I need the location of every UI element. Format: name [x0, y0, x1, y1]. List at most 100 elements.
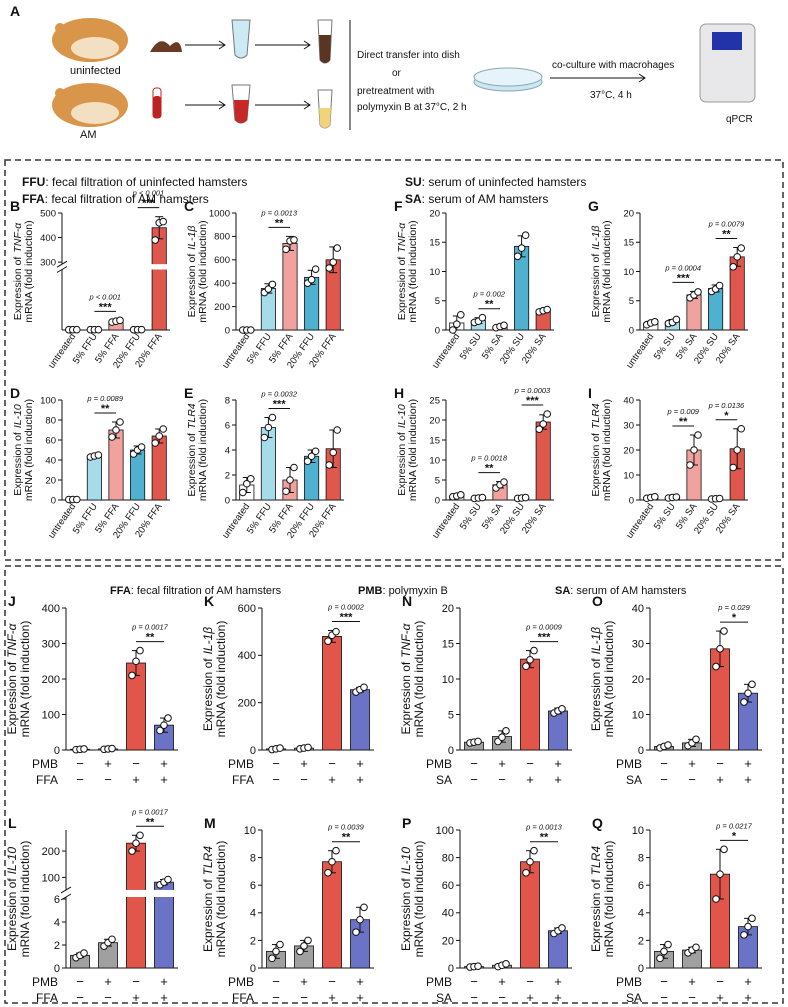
y-tick-label: 0	[448, 963, 454, 975]
data-point	[513, 252, 522, 261]
break-mark	[60, 893, 72, 901]
data-point	[160, 721, 168, 729]
condition-name: PMB	[32, 757, 58, 771]
y-label-gene: TLR4	[186, 403, 198, 429]
legend-desc: : serum of uninfected hamsters	[422, 175, 587, 189]
data-point	[558, 705, 566, 713]
data-point	[268, 954, 276, 963]
x-tick-label: untreated	[46, 501, 78, 540]
panel-label: Q	[592, 815, 603, 831]
y-tick-label: 10	[623, 470, 634, 481]
sig-p: p < 0.001	[132, 189, 165, 198]
panel-label: O	[592, 593, 603, 609]
tube-content	[319, 108, 331, 128]
data-point	[290, 236, 298, 244]
y-tick-label: 200	[42, 846, 60, 858]
y-axis-label: mRNA (fold induction)	[214, 621, 228, 738]
bar	[520, 658, 540, 751]
condition-sign: +	[554, 772, 562, 787]
y-label-gene: TLR4	[201, 846, 215, 876]
legend-desc: : polymyxin B	[382, 585, 447, 597]
step-text: pretreatment with	[357, 86, 434, 97]
data-point	[137, 443, 146, 451]
data-point	[276, 744, 284, 752]
condition-sign: +	[498, 974, 506, 989]
sig-p: p = 0.009	[666, 407, 699, 416]
qpcr-screen	[712, 32, 742, 50]
sig-p: p < 0.001	[88, 292, 121, 301]
y-axis-label: mRNA (fold induction)	[407, 399, 419, 501]
condition-sign: +	[328, 772, 336, 787]
sig-p: p = 0.0217	[715, 821, 752, 830]
condition-sign: +	[132, 772, 140, 787]
y-axis-label: Expression of IL-10	[12, 404, 24, 496]
data-point	[243, 479, 251, 488]
y-axis-label: Expression of TNF-α	[399, 622, 413, 734]
y-axis-label: mRNA (fold induction)	[23, 399, 35, 501]
condition-name: PMB	[616, 975, 642, 989]
y-axis-label: Expression of TLR4	[590, 403, 602, 496]
panel-label: I	[588, 385, 592, 401]
y-tick-label: 4	[225, 445, 230, 456]
data-point	[260, 433, 269, 442]
data-point	[733, 253, 742, 261]
y-tick-label: 200	[42, 674, 60, 686]
data-point	[748, 914, 756, 923]
sig-p: p = 0.0004	[664, 263, 701, 272]
arrows	[185, 40, 646, 110]
data-point	[526, 656, 534, 664]
panel-label: A	[10, 3, 20, 19]
legend-abbr: PMB	[358, 585, 383, 597]
y-tick-label: 2	[54, 940, 60, 952]
data-point	[282, 245, 290, 254]
y-axis-label: Expression of IL-1β	[589, 627, 603, 731]
y-tick-label: 20	[623, 208, 634, 219]
condition-sign: −	[660, 756, 668, 771]
tube-content	[234, 100, 249, 123]
y-tick-label: 2	[250, 935, 256, 947]
condition-sign: −	[660, 974, 668, 989]
data-point	[325, 264, 334, 272]
data-point	[304, 936, 312, 945]
bar	[350, 689, 370, 751]
y-label-gene: IL-1β	[201, 627, 215, 655]
panel-label: G	[588, 198, 599, 214]
y-tick-label: 0	[225, 325, 230, 336]
data-point	[73, 325, 81, 334]
y-label-gene: IL-10	[396, 404, 408, 428]
condition-sign: −	[76, 990, 84, 1005]
sig-stars: *	[724, 410, 729, 422]
x-tick-label: untreated	[430, 501, 462, 540]
y-tick-label: 200	[214, 302, 230, 313]
data-point	[108, 935, 116, 944]
y-axis-label: mRNA (fold induction)	[412, 841, 426, 958]
condition-sign: −	[328, 974, 336, 989]
y-tick-label: 15	[429, 238, 440, 249]
condition-sign: −	[272, 974, 280, 989]
data-point	[502, 727, 510, 735]
data-point	[268, 413, 277, 422]
sig-stars: ***	[538, 632, 552, 644]
y-tick-label: 300	[40, 257, 56, 268]
data-point	[558, 924, 566, 932]
legend-text: PMB: polymyxin B	[358, 585, 448, 597]
condition-sign: −	[132, 974, 140, 989]
sig-p: p = 0.029	[717, 603, 750, 612]
data-point	[136, 646, 144, 655]
data-point	[498, 733, 506, 742]
y-tick-label: 10	[632, 709, 644, 721]
break-mark	[56, 266, 68, 273]
data-point	[733, 446, 742, 454]
condition-sign: +	[160, 756, 168, 771]
y-axis-label: Expression of TLR4	[589, 846, 603, 952]
x-tick-label: 5% SU	[458, 331, 484, 362]
data-point	[457, 491, 465, 499]
sig-stars: **	[679, 416, 688, 428]
y-tick-label: 6	[225, 420, 230, 431]
data-point	[272, 947, 280, 956]
y-label-text: Expression of	[589, 879, 603, 952]
sig-p: p = 0.0017	[131, 807, 168, 816]
y-tick-label: 40	[442, 908, 454, 920]
y-tick-label: 0	[638, 963, 644, 975]
y-tick-label: 15	[429, 435, 440, 446]
